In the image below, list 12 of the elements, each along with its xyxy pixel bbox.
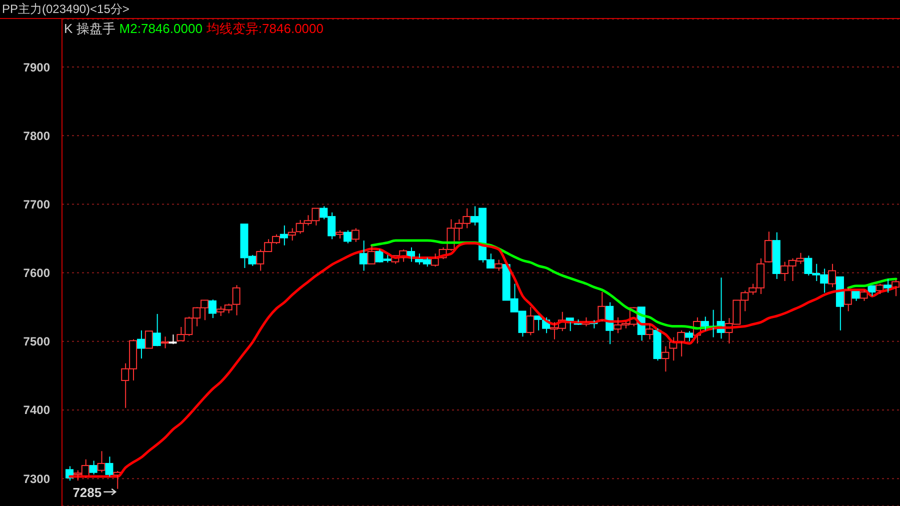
y-tick-label: 7800: [23, 128, 50, 143]
y-tick-label: 7700: [23, 197, 50, 212]
y-tick-label: 7400: [23, 403, 50, 418]
chart-title: PP主力(023490)<15分>: [2, 1, 130, 17]
annotation: K 操盘手: [64, 21, 116, 36]
annotation: M2:7846.0000: [119, 21, 202, 36]
y-tick-label: 7500: [23, 334, 50, 349]
annotation: 均线变异:7846.0000: [206, 21, 324, 36]
annotation: 7285: [72, 484, 102, 500]
y-tick-label: 7600: [23, 266, 50, 280]
y-tick-label: 7300: [23, 472, 50, 486]
y-tick-label: 7900: [23, 60, 50, 74]
